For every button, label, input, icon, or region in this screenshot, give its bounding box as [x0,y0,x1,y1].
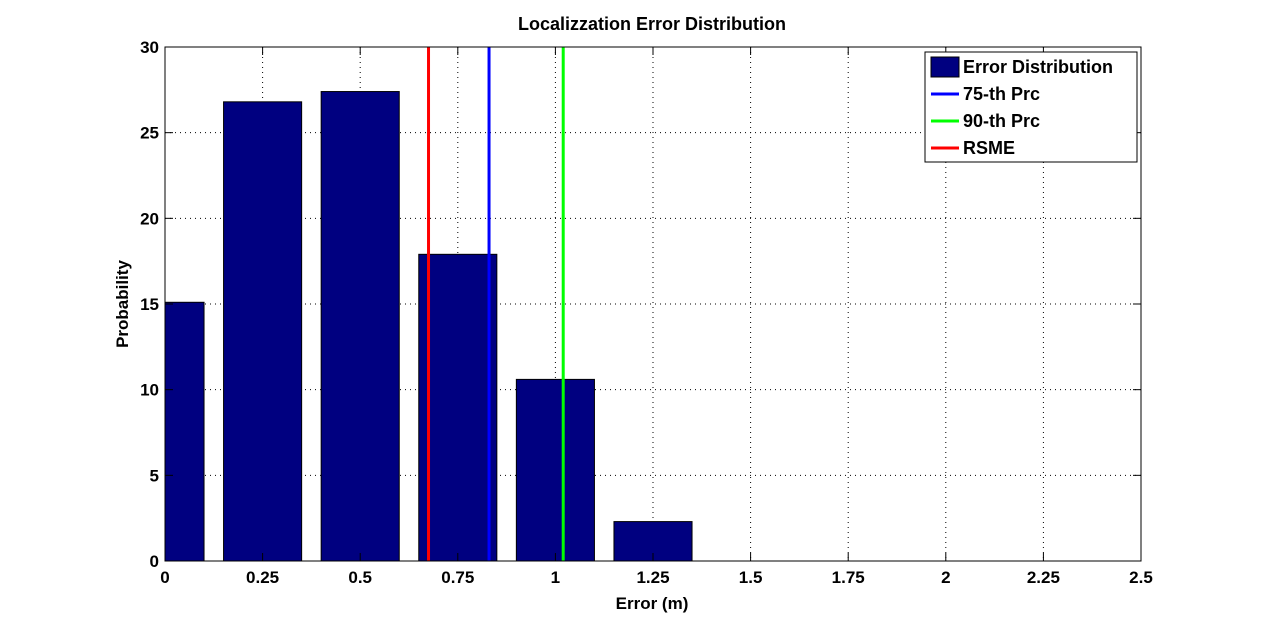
y-tick-label: 20 [140,209,159,228]
bar [418,253,498,561]
chart-title: Localizzation Error Distribution [518,14,786,34]
y-tick-label: 5 [150,466,159,485]
x-tick-label: 0.5 [348,568,372,587]
x-tick-label: 0.75 [441,568,474,587]
x-tick-label: 1.5 [739,568,763,587]
y-tick-label: 15 [140,295,159,314]
x-tick-label: 0.25 [246,568,279,587]
bar [165,301,205,561]
bars-layer [165,91,693,561]
y-tick-labels: 0 5 10 15 20 25 30 [140,38,159,571]
y-axis-title: Probability [113,260,132,348]
x-tick-label: 2.5 [1129,568,1153,587]
legend-label: Error Distribution [963,57,1113,77]
x-tick-label: 1 [551,568,560,587]
y-tick-label: 25 [140,124,159,143]
legend-label: 90-th Prc [963,111,1040,131]
legend-swatch [930,56,960,78]
x-tick-labels: 0 0.25 0.5 0.75 1 1.25 1.5 1.75 2 2.25 2.5 [160,568,1153,587]
vertical-lines-layer [427,47,565,561]
bar [320,91,400,561]
y-tick-label: 10 [140,381,159,400]
y-tick-label: 0 [150,552,159,571]
x-tick-label: 0 [160,568,169,587]
bar [223,101,303,561]
x-tick-label: 1.75 [832,568,865,587]
x-tick-label: 1.25 [636,568,669,587]
legend-label: 75-th Prc [963,84,1040,104]
x-axis-title: Error (m) [616,594,689,613]
ticks-layer [164,46,1142,562]
legend-label: RSME [963,138,1015,158]
y-tick-label: 30 [140,38,159,57]
legend-entries: Error Distribution 75-th Prc 90-th Prc RSME [930,56,1113,158]
x-tick-label: 2.25 [1027,568,1060,587]
x-tick-label: 2 [941,568,950,587]
legend: Error Distribution 75-th Prc 90-th Prc RSME [924,51,1138,163]
legend-box [924,51,1138,163]
bar [515,378,595,561]
